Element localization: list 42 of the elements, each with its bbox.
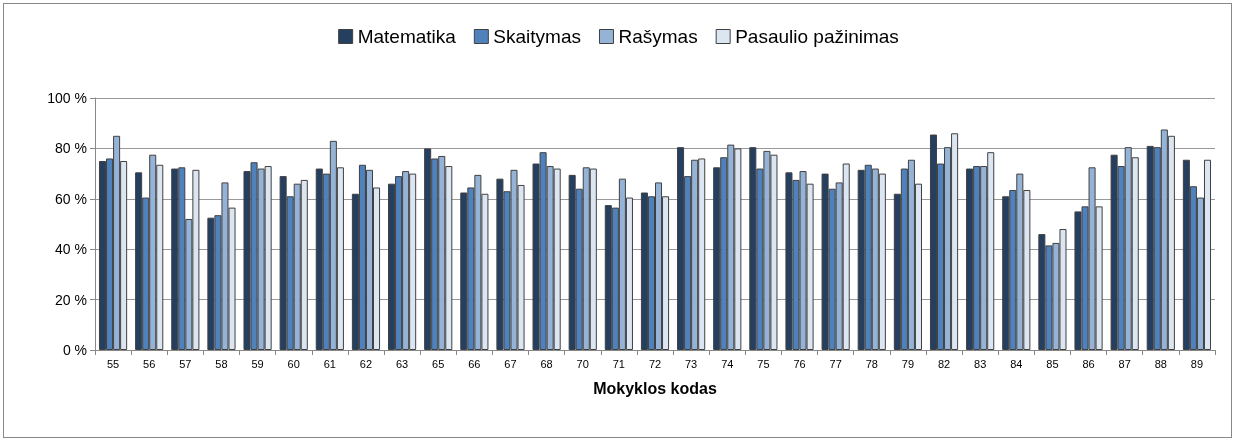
x-tick-label: 71 <box>612 357 625 370</box>
x-tick-label: 82 <box>937 357 951 370</box>
y-tick-label: 20 % <box>55 291 87 308</box>
x-tick-label: 72 <box>648 357 662 370</box>
y-tick-label: 0 % <box>62 342 87 358</box>
x-tick-label: 63 <box>395 357 409 370</box>
x-tick-label: 87 <box>1118 357 1131 370</box>
x-tick-label: 73 <box>685 357 698 370</box>
x-tick-label: 89 <box>1190 357 1204 370</box>
y-tick-label: 100 % <box>47 90 87 106</box>
x-tick-label: 70 <box>576 357 589 370</box>
x-tick-label: 66 <box>468 357 481 370</box>
x-tick-label: 67 <box>504 357 517 370</box>
legend-label: Skaitymas <box>493 26 581 47</box>
x-tick-label: 77 <box>829 357 842 370</box>
y-tick-label: 40 % <box>55 241 87 258</box>
x-tick-label: 85 <box>1046 357 1059 370</box>
x-tick-label: 86 <box>1082 357 1095 370</box>
x-tick-label: 79 <box>901 357 915 370</box>
legend-label: Rašymas <box>618 26 698 47</box>
x-tick-label: 83 <box>974 357 987 370</box>
x-tick-label: 78 <box>865 357 878 370</box>
x-tick-label: 59 <box>251 357 264 370</box>
x-axis-title: Mokyklos kodas <box>593 379 717 397</box>
legend-label: Matematika <box>357 26 457 47</box>
x-tick-label: 61 <box>323 357 336 370</box>
x-tick-label: 60 <box>287 357 300 370</box>
y-tick-label: 60 % <box>55 190 87 207</box>
x-tick-label: 76 <box>793 357 806 370</box>
y-tick-label: 80 % <box>55 140 87 157</box>
x-tick-label: 68 <box>540 357 553 370</box>
x-tick-label: 55 <box>106 357 120 370</box>
x-tick-label: 57 <box>179 357 192 370</box>
x-tick-label: 75 <box>757 357 770 370</box>
legend-label: Pasaulio pažinimas <box>735 26 899 47</box>
x-tick-label: 58 <box>215 357 228 370</box>
x-tick-label: 88 <box>1154 357 1167 370</box>
x-tick-label: 65 <box>432 357 445 370</box>
x-tick-label: 74 <box>721 357 734 370</box>
x-tick-label: 62 <box>359 357 373 370</box>
x-tick-label: 84 <box>1010 357 1023 370</box>
x-tick-label: 56 <box>143 357 156 370</box>
